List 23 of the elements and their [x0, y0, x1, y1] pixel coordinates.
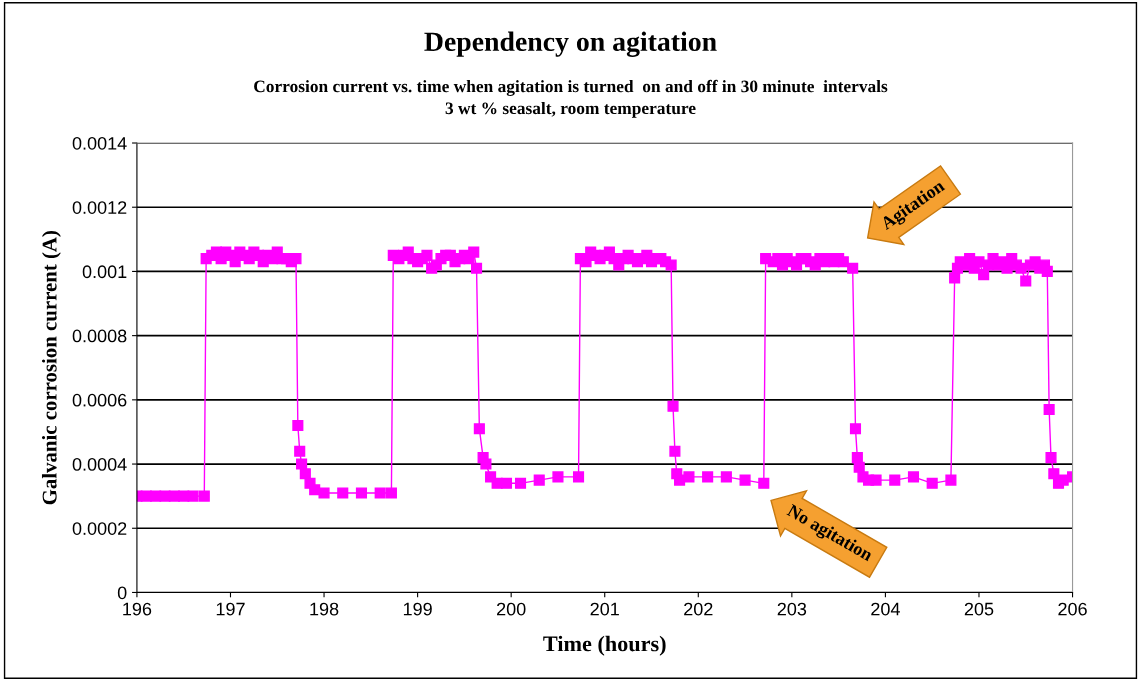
x-tick-label: 197 — [216, 602, 245, 616]
y-tick-label: 0.001 — [82, 265, 127, 279]
x-tick-label: 199 — [403, 602, 432, 616]
y-tick-label: 0.0002 — [72, 522, 127, 535]
x-axis-title: Time (hours) — [543, 635, 666, 656]
y-tick-label: 0 — [117, 586, 127, 600]
y-axis-title: Galvanic corrosion current (A) — [41, 231, 61, 505]
y-tick-label: 0.0008 — [72, 329, 127, 343]
chart-subtitle: Corrosion current vs. time when agitation is turned on and off in 30 minute intervals 3 wt % seasalt, room temperature — [254, 79, 888, 118]
x-tick-label: 204 — [871, 602, 900, 616]
x-tick-label: 200 — [497, 602, 526, 616]
x-tick-label: 196 — [123, 602, 152, 616]
x-tick-label: 198 — [310, 602, 339, 616]
x-tick-label: 202 — [684, 602, 713, 616]
y-tick-label: 0.0004 — [72, 457, 127, 471]
y-tick-label: 0.0014 — [72, 136, 127, 150]
x-tick-label: 205 — [964, 602, 994, 616]
x-tick-label: 203 — [777, 602, 807, 616]
y-tick-label: 0.0006 — [72, 393, 127, 407]
x-tick-label: 206 — [1058, 602, 1087, 616]
x-tick-label: 201 — [590, 602, 619, 616]
chart-title: Dependency on agitation — [424, 31, 717, 57]
y-tick-label: 0.0012 — [72, 201, 127, 214]
